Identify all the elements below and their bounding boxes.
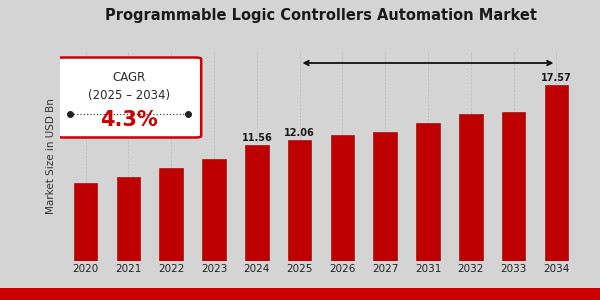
Bar <box>160 168 183 261</box>
Y-axis label: Market Size in USD Bn: Market Size in USD Bn <box>46 98 56 214</box>
Bar <box>373 132 397 261</box>
Bar <box>116 177 140 261</box>
Bar <box>545 85 568 261</box>
FancyBboxPatch shape <box>57 58 201 137</box>
Bar <box>202 159 226 261</box>
Text: CAGR: CAGR <box>112 71 146 84</box>
Bar <box>288 140 311 261</box>
Text: 17.57: 17.57 <box>541 73 572 83</box>
Text: (2025 – 2034): (2025 – 2034) <box>88 89 170 102</box>
Bar <box>245 146 269 261</box>
Bar <box>502 112 526 261</box>
Text: 11.56: 11.56 <box>241 133 272 143</box>
Bar <box>74 183 97 261</box>
Title: Programmable Logic Controllers Automation Market: Programmable Logic Controllers Automatio… <box>105 8 537 23</box>
Text: 12.06: 12.06 <box>284 128 315 138</box>
Bar <box>459 114 482 261</box>
Bar <box>416 123 440 261</box>
Bar <box>331 135 354 261</box>
Text: 4.3%: 4.3% <box>100 110 158 130</box>
